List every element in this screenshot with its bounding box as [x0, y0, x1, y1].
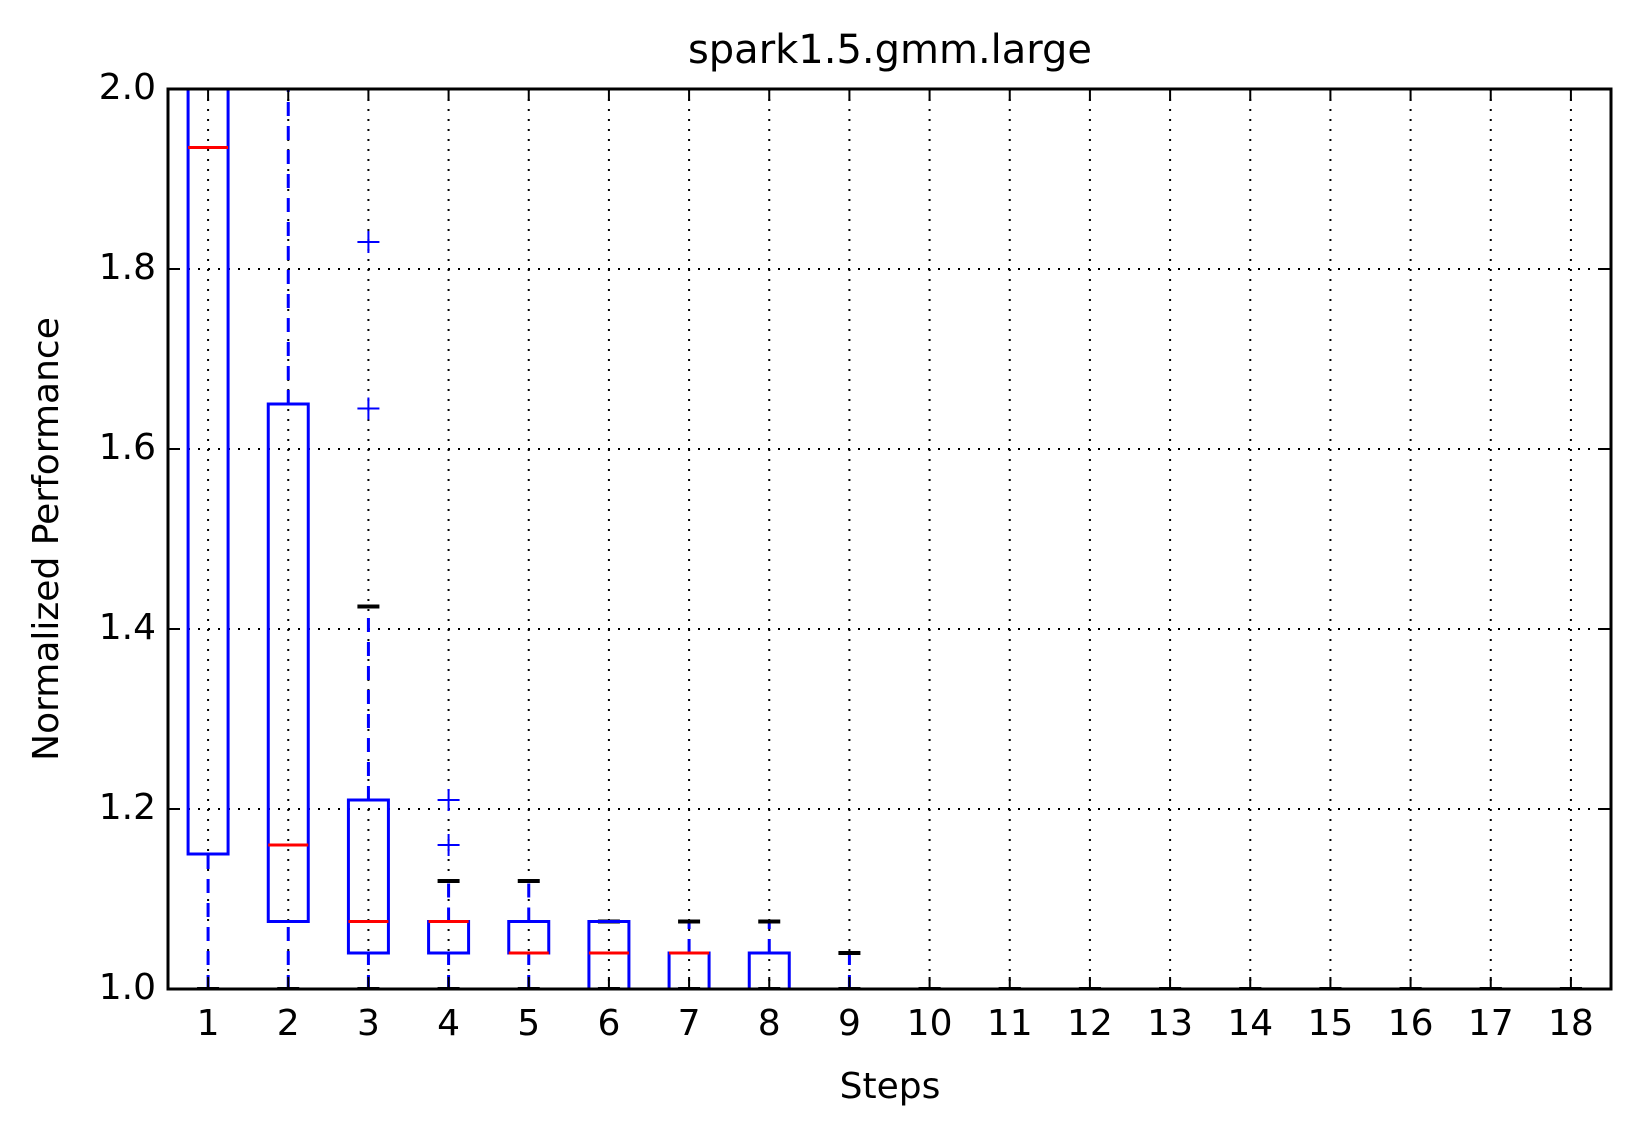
x-tick-label: 10 — [907, 1003, 953, 1044]
flier — [357, 397, 380, 420]
x-tick-label: 16 — [1388, 1003, 1434, 1044]
x-tick-label: 12 — [1067, 1003, 1113, 1044]
x-tick-label: 2 — [277, 1003, 300, 1044]
y-tick-label: 2.0 — [99, 67, 156, 108]
box — [427, 920, 471, 955]
flier — [357, 231, 380, 253]
plot-frame — [166, 87, 1613, 991]
box — [346, 798, 390, 955]
box — [587, 920, 631, 989]
x-tick-label: 15 — [1308, 1003, 1354, 1044]
x-tick-label: 4 — [437, 1003, 460, 1044]
x-tick-label: 5 — [517, 1003, 540, 1044]
box — [507, 920, 551, 955]
x-axis-label: Steps — [840, 1066, 941, 1107]
plot-area — [186, 89, 1591, 989]
x-tick-label: 11 — [987, 1003, 1033, 1044]
x-tick-label: 18 — [1548, 1003, 1594, 1044]
x-tick-label: 7 — [678, 1003, 701, 1044]
x-tick-label: 17 — [1468, 1003, 1514, 1044]
x-tick-label: 8 — [758, 1003, 781, 1044]
x-tick-label: 14 — [1227, 1003, 1273, 1044]
x-tick-label: 9 — [838, 1003, 861, 1044]
flier — [437, 834, 460, 856]
y-tick-label: 1.0 — [99, 967, 156, 1008]
y-tick-label: 1.8 — [99, 247, 156, 288]
x-tick-label: 1 — [197, 1003, 220, 1044]
box — [747, 951, 791, 989]
y-axis-label: Normalized Performance — [26, 317, 67, 761]
grid — [168, 88, 1611, 990]
x-tick-label: 3 — [357, 1003, 380, 1044]
x-tick-label: 13 — [1147, 1003, 1193, 1044]
y-tick-label: 1.6 — [99, 427, 156, 468]
flier — [437, 789, 460, 811]
x-tick-label: 6 — [597, 1003, 620, 1044]
chart-title: spark1.5.gmm.large — [688, 27, 1092, 73]
y-tick-label: 1.2 — [99, 787, 156, 828]
box — [266, 402, 310, 923]
y-tick-label: 1.4 — [99, 607, 156, 648]
box — [186, 89, 230, 856]
